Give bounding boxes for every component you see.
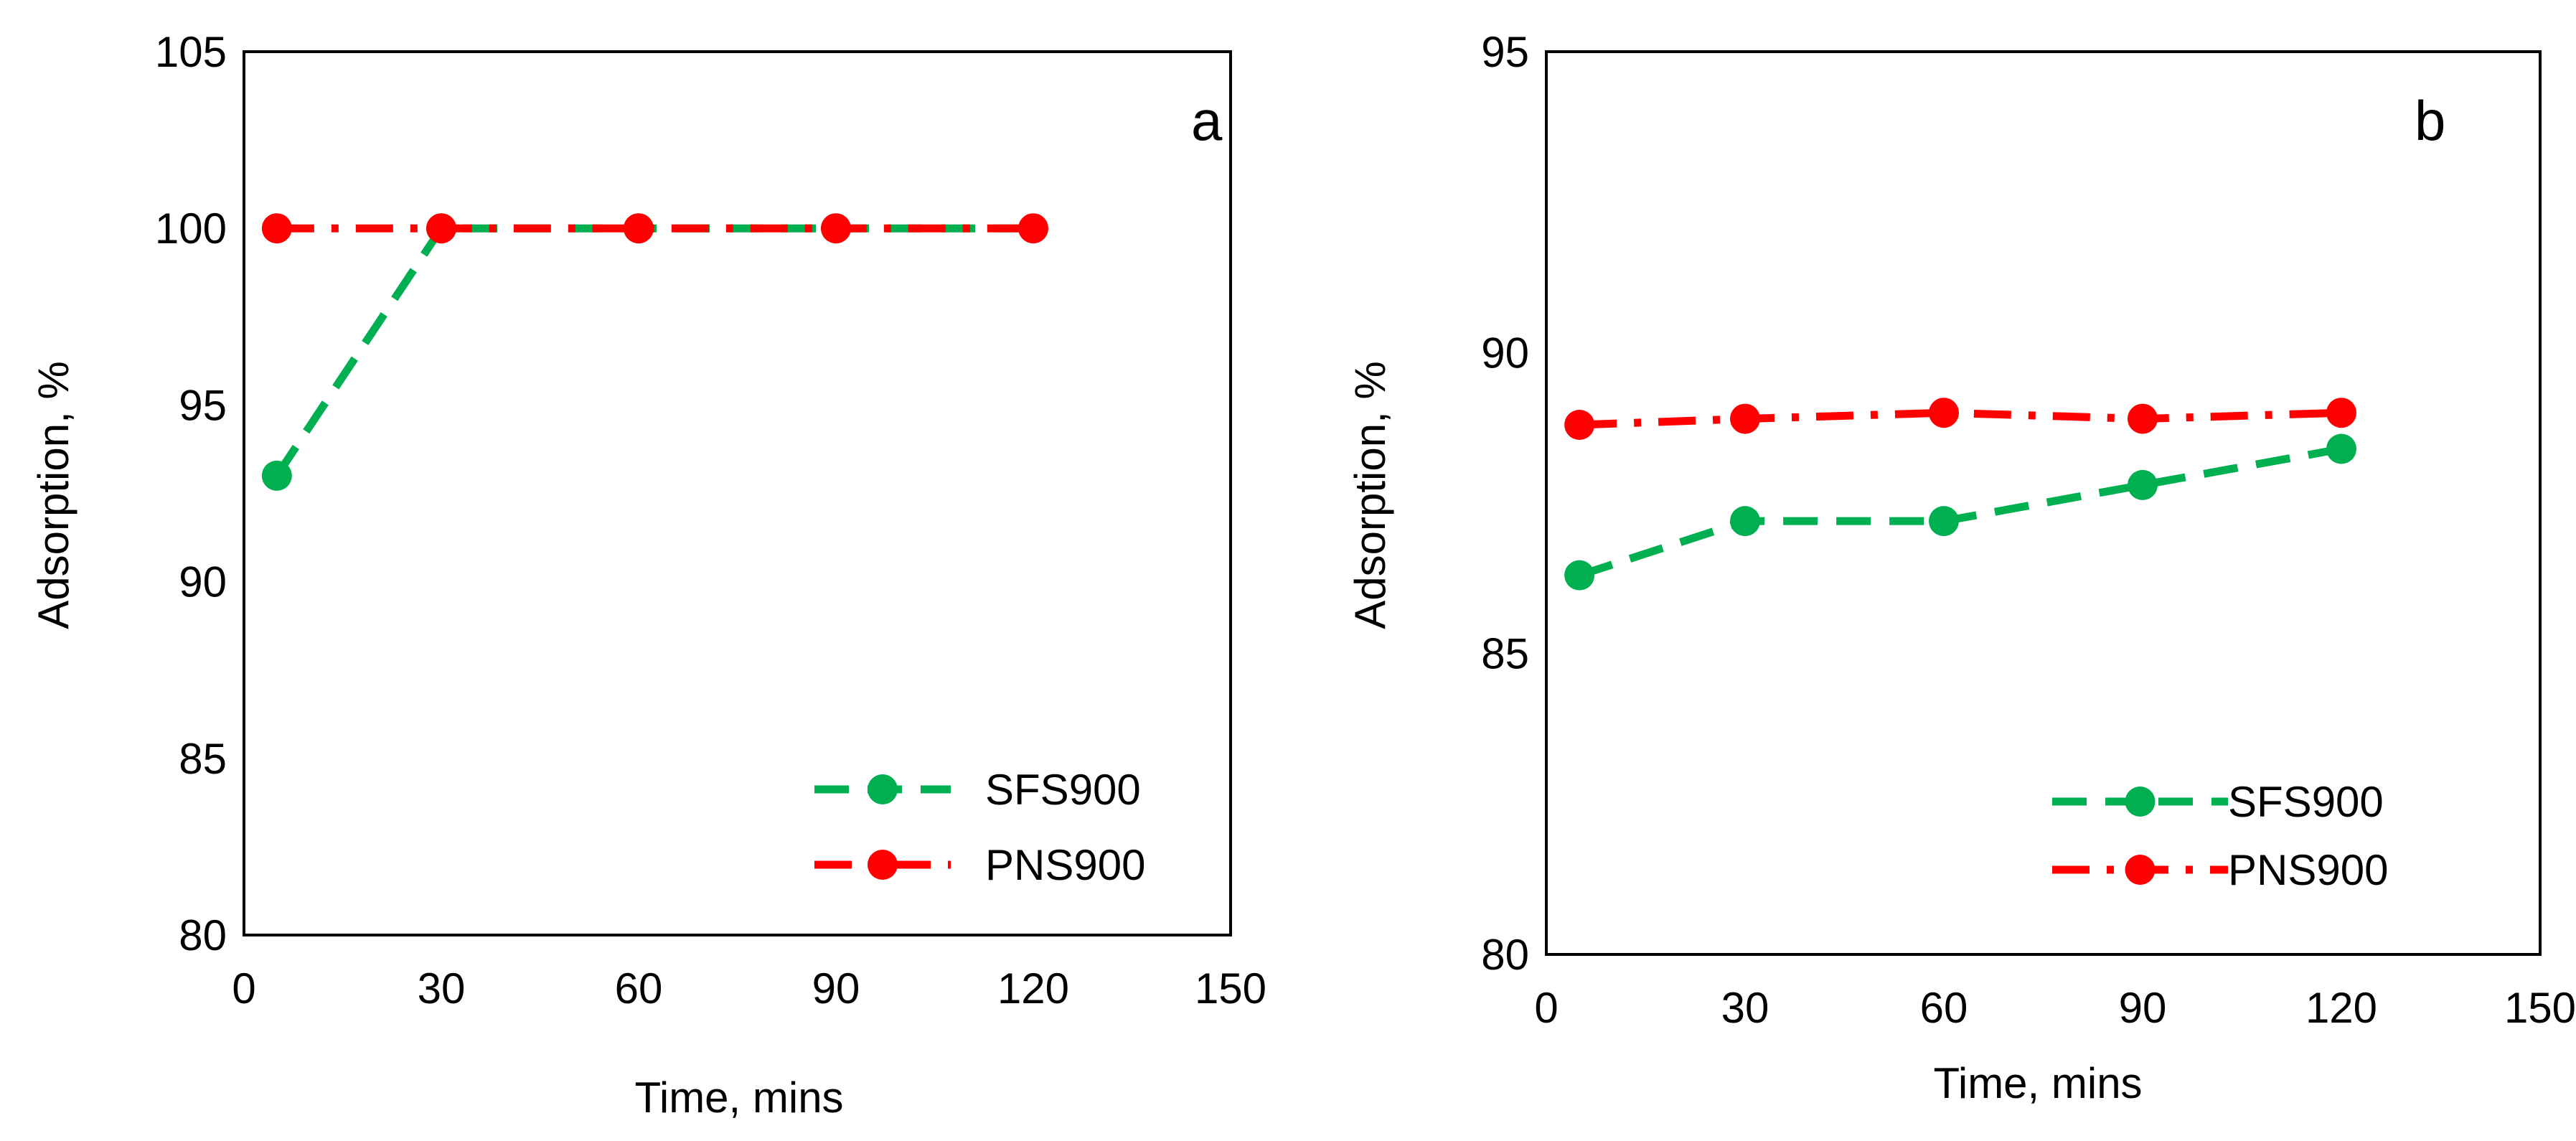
x-tick-label: 0: [232, 964, 255, 1013]
data-point-sfs900: [2128, 469, 2158, 500]
x-tick-label: 30: [1721, 984, 1769, 1032]
data-point-sfs900: [1730, 506, 1760, 537]
data-point-pns900: [624, 213, 654, 244]
x-axis-title: Time, mins: [634, 1074, 843, 1122]
legend-marker: [868, 850, 898, 880]
series-line-sfs900: [273, 224, 1033, 478]
data-point-pns900: [426, 213, 456, 244]
x-tick-label: 90: [2119, 984, 2167, 1032]
legend: SFS900 PNS900: [2052, 778, 2388, 894]
legend-item-pns900: PNS900: [814, 841, 1145, 889]
x-tick-label: 120: [997, 964, 1069, 1013]
data-point-pns900: [1730, 403, 1760, 434]
series-line-sfs900: [1578, 445, 2342, 579]
panel-label: a: [1191, 89, 1223, 152]
x-tick-label: 120: [2305, 984, 2377, 1032]
legend-marker: [2125, 787, 2156, 817]
x-tick-label: 60: [1920, 984, 1968, 1032]
y-tick-label: 90: [1481, 329, 1529, 377]
y-tick-labels: 80 85 90 95: [1481, 28, 1529, 979]
legend-item-pns900: PNS900: [2052, 846, 2388, 894]
data-point-sfs900: [1564, 560, 1595, 591]
x-tick-label: 30: [418, 964, 466, 1013]
y-tick-label: 80: [179, 911, 227, 959]
x-tick-labels: 0 30 60 90 120 150: [232, 964, 1266, 1013]
legend: SFS900 PNS900: [814, 766, 1145, 889]
x-tick-label: 0: [1534, 984, 1558, 1032]
y-tick-label: 80: [1481, 931, 1529, 979]
x-tick-label: 150: [2504, 984, 2576, 1032]
x-tick-labels: 0 30 60 90 120 150: [1534, 984, 2576, 1032]
series-line-pns900: [1579, 408, 2342, 429]
y-tick-label: 85: [1481, 630, 1529, 678]
y-axis-title: Adsorption, %: [1346, 361, 1394, 629]
series-group: [1564, 398, 2356, 591]
data-point-pns900: [1929, 398, 1959, 428]
data-point-sfs900: [1929, 506, 1959, 537]
y-tick-label: 105: [155, 28, 227, 76]
data-point-pns900: [261, 213, 292, 244]
x-tick-label: 150: [1195, 964, 1266, 1013]
chart-panel-b: 80 85 90 95 0 30 60 90 120 150 b Adsorption, % T…: [1346, 28, 2576, 1107]
y-tick-label: 95: [1481, 28, 1529, 76]
x-tick-label: 90: [812, 964, 860, 1013]
data-point-pns900: [821, 213, 851, 244]
y-tick-labels: 80 85 90 95 100 105: [155, 28, 227, 959]
data-point-pns900: [2326, 398, 2356, 428]
x-tick-label: 60: [615, 964, 663, 1013]
panel-label: b: [2415, 89, 2445, 152]
legend-marker: [2125, 855, 2156, 885]
series-group: [261, 213, 1048, 491]
y-axis-title: Adsorption, %: [29, 361, 77, 629]
legend-item-sfs900: SFS900: [2052, 778, 2384, 826]
y-tick-label: 90: [179, 558, 227, 606]
legend-marker: [868, 774, 898, 804]
x-axis-title: Time, mins: [1933, 1059, 2142, 1107]
y-tick-label: 100: [155, 205, 227, 253]
y-tick-label: 95: [179, 381, 227, 429]
data-point-sfs900: [2326, 433, 2356, 464]
legend-label: SFS900: [2228, 778, 2384, 826]
legend-label: PNS900: [2228, 846, 2388, 894]
data-point-pns900: [2128, 403, 2158, 434]
data-point-sfs900: [261, 460, 292, 491]
legend-item-sfs900: SFS900: [814, 766, 1141, 814]
data-point-pns900: [1564, 409, 1595, 440]
plot-area-frame: [1545, 50, 2542, 956]
data-point-pns900: [1018, 213, 1048, 244]
chart-panel-a: 80 85 90 95 100 105 0 30 60 90 120 150 a Adsorptio…: [29, 28, 1266, 1122]
y-tick-label: 85: [179, 735, 227, 783]
legend-label: PNS900: [985, 841, 1145, 889]
legend-label: SFS900: [985, 766, 1141, 814]
plot-area-frame: [243, 50, 1232, 936]
